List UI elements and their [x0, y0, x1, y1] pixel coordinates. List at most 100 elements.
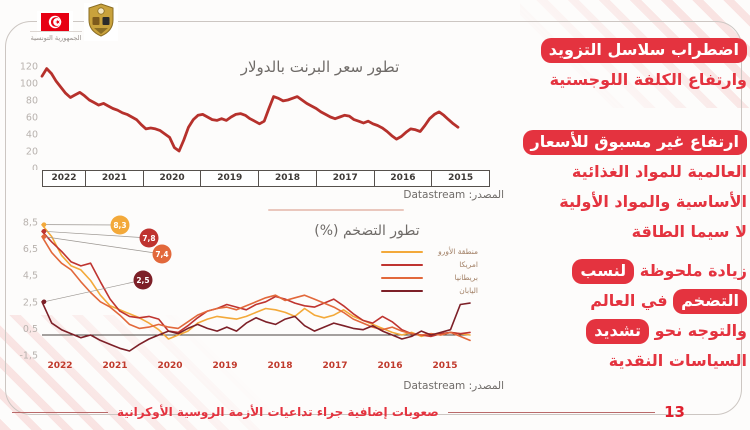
legend-item: اليابان	[356, 284, 478, 297]
key-point-line: الأساسية والمواد الأولية	[514, 188, 747, 215]
key-point-block: زيادة ملحوظة لنسب التضخم في العالم والتوجه…	[514, 257, 747, 374]
y-axis-tick-label: 120	[20, 62, 38, 73]
inflation-chart-plot: 8,5 6,5 4,5 2,5 0,5 -1,5 2022 2021 2020 2019 2018 2…	[19, 215, 471, 371]
series-line-منطقة الأورو	[41, 223, 471, 340]
key-point-text: وارتفاع الكلفة اللوجستية	[549, 70, 747, 89]
y-axis-tick-label: 100	[20, 79, 38, 90]
series-start-dot	[41, 229, 47, 234]
key-point-line: وارتفاع الكلفة اللوجستية	[514, 66, 747, 93]
x-axis-year-label: 2021	[102, 361, 127, 371]
highlighted-phrase: تشديد	[586, 319, 650, 344]
inflation-chart-source: المصدر: Datastream	[403, 380, 504, 392]
key-point-line: لا سيما الطاقة	[514, 218, 747, 245]
footer-title: صعوبات إضافية جراء تداعيات الأزمة الروسي…	[117, 405, 439, 419]
legend-color-swatch	[381, 250, 423, 253]
key-point-block: اضطراب سلاسل التزويد وارتفاع الكلفة اللوج…	[514, 36, 747, 93]
key-point-line: والتوجه نحو تشديد	[514, 317, 747, 344]
x-axis-year-label: 2017	[322, 361, 347, 371]
y-axis-tick-label: 0	[32, 164, 38, 171]
callout-connector	[43, 279, 144, 303]
key-point-text: لا سيما الطاقة	[631, 222, 747, 241]
y-axis-tick-label: -1,5	[19, 351, 38, 362]
x-axis-year-cell: 2021	[86, 171, 144, 186]
key-point-text: السياسات النقدية	[608, 351, 747, 370]
callout-bubble	[110, 215, 130, 235]
x-axis-year-cell: 2019	[201, 171, 260, 186]
series-start-dot	[41, 234, 47, 239]
series-start-dot	[41, 299, 47, 305]
x-axis-year-label: 2016	[377, 361, 402, 371]
legend-item: منطقة الأورو	[356, 245, 478, 258]
callout-bubble	[139, 228, 159, 248]
key-point-line: اضطراب سلاسل التزويد	[514, 36, 747, 63]
y-axis-tick-label: 8,5	[23, 218, 38, 229]
key-point-line: التضخم في العالم	[514, 287, 747, 314]
callout-connector	[43, 236, 163, 255]
highlighted-phrase: لنسب	[572, 259, 635, 284]
page-number: 13	[664, 403, 685, 421]
callout-value-label: 8,3	[113, 221, 126, 230]
x-axis-year-label: 2019	[212, 361, 237, 371]
y-axis-tick-label: 40	[26, 130, 38, 141]
legend-color-swatch	[381, 276, 423, 279]
coat-of-arms-icon	[84, 3, 118, 41]
y-axis-tick-label: 80	[26, 96, 38, 107]
inflation-chart-title: تطور التضخم (%)	[314, 223, 420, 239]
tunisia-flag-icon	[37, 11, 73, 37]
legend-color-swatch	[381, 263, 423, 266]
x-axis-year-label: 2020	[157, 361, 182, 371]
highlighted-phrase: ارتفاع غير مسبوق للأسعار	[522, 130, 747, 155]
x-axis-year-cell: 2022	[43, 171, 86, 186]
callout-bubble	[133, 270, 153, 290]
x-axis-year-cell: 2016	[375, 171, 433, 186]
callout-connector	[43, 230, 150, 239]
footer: صعوبات إضافية جراء تداعيات الأزمة الروسي…	[0, 403, 750, 421]
highlighted-phrase: التضخم	[673, 289, 747, 314]
callout-value-label: 2,5	[136, 276, 149, 285]
legend-label: بريطانيا	[454, 273, 478, 282]
key-point-line: السياسات النقدية	[514, 347, 747, 374]
x-axis-year-cell: 2020	[144, 171, 202, 186]
brent-chart-source: المصدر: Datastream	[403, 189, 504, 201]
key-points-column: اضطراب سلاسل التزويد وارتفاع الكلفة اللوج…	[514, 36, 747, 377]
footer-rule-right	[447, 411, 656, 413]
y-axis-tick-label: 0,5	[23, 324, 38, 335]
key-point-line: زيادة ملحوظة لنسب	[514, 257, 747, 284]
country-label: الجمهورية التونسية	[30, 31, 82, 42]
brent-price-chart: تطور سعر البرنت بالدولار 120 100 80 60 40 20 0…	[0, 58, 512, 210]
series-line-امريكا	[41, 230, 471, 338]
x-axis-year-label: 2022	[47, 361, 72, 371]
x-axis-year-cell: 2018	[259, 171, 317, 186]
highlighted-phrase: اضطراب سلاسل التزويد	[540, 38, 747, 63]
brent-chart-x-axis: 2022 2021 2020 2019 2018 2017 2016 2015	[42, 170, 490, 187]
brent-chart-title: تطور سعر البرنت بالدولار	[240, 58, 400, 76]
callout-value-label: 7,4	[155, 250, 168, 259]
series-start-dot	[41, 222, 47, 227]
y-axis-tick-label: 60	[26, 113, 38, 124]
legend-label: اليابان	[459, 286, 478, 295]
key-point-text: والتوجه نحو	[654, 321, 747, 340]
series-line-بريطانيا	[41, 235, 471, 342]
legend-label: منطقة الأورو	[438, 247, 478, 256]
footer-rule-left	[12, 411, 108, 413]
x-axis-year-label: 2015	[432, 361, 457, 371]
section-divider	[268, 209, 404, 211]
y-axis-tick-label: 20	[26, 147, 38, 158]
x-axis-year-cell: 2015	[448, 173, 474, 183]
inflation-chart-legend: منطقة الأورو امريكا بريطانيا اليابان	[356, 245, 478, 297]
legend-item: امريكا	[356, 258, 478, 271]
key-point-line: ارتفاع غير مسبوق للأسعار	[514, 128, 747, 155]
y-axis-tick-label: 6,5	[23, 244, 38, 255]
inflation-chart: تطور التضخم (%) 8,5 6,5 4,5 2,5 0,5 -1,5 2022 2…	[0, 212, 512, 400]
series-line-سعر البرنت بالدولار	[40, 67, 460, 153]
legend-color-swatch	[381, 289, 423, 292]
y-axis-tick-label: 4,5	[23, 271, 38, 282]
key-point-text: العالمية للمواد الغذائية	[571, 162, 747, 181]
callout-value-label: 7,8	[142, 234, 155, 243]
key-point-block: ارتفاع غير مسبوق للأسعار العالمية للمواد …	[514, 128, 747, 245]
x-axis-year-cell: 2017	[317, 171, 375, 186]
x-axis-year-label: 2018	[267, 361, 292, 371]
key-point-text: زيادة ملحوظة	[639, 261, 747, 280]
key-point-line: العالمية للمواد الغذائية	[514, 158, 747, 185]
